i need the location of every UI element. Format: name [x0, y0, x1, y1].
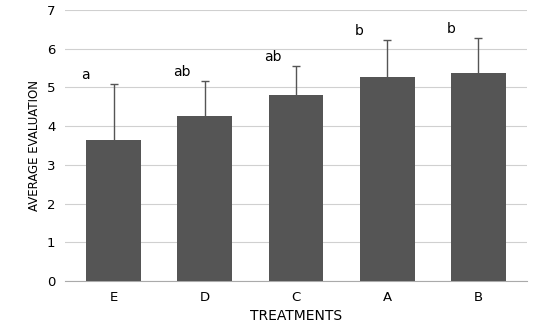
Bar	[451, 73, 506, 281]
Text: b: b	[355, 24, 364, 38]
Text: ab: ab	[264, 50, 281, 64]
Bar	[360, 77, 414, 281]
X-axis label: TREATMENTS: TREATMENTS	[250, 309, 342, 323]
Text: a: a	[81, 68, 90, 82]
Bar	[178, 116, 232, 281]
Text: ab: ab	[173, 65, 190, 79]
Text: b: b	[446, 22, 456, 36]
Bar	[269, 95, 323, 281]
Bar	[86, 141, 141, 281]
Y-axis label: AVERAGE EVALUATION: AVERAGE EVALUATION	[28, 80, 41, 211]
